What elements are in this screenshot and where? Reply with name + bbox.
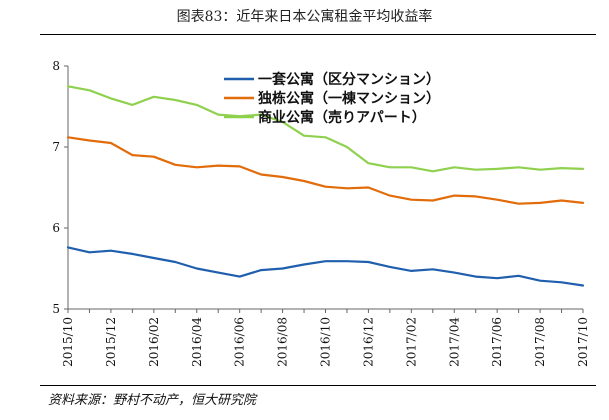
x-tick-label: 2016/12 — [361, 317, 375, 367]
legend-label-2: 独栋公寓（一棟マンション） — [258, 90, 440, 107]
x-tick-label: 2017/06 — [490, 317, 504, 367]
chart-series — [66, 85, 585, 287]
legend-label-1: 一套公寓（区分マンション） — [258, 71, 440, 88]
series-line-2 — [66, 136, 585, 205]
legend-label-3: 商业公寓（売りアパート） — [258, 109, 426, 126]
top-rule — [40, 34, 596, 35]
source-note: 资料来源：野村不动产，恒大研究院 — [48, 393, 257, 408]
series-line-1 — [66, 246, 585, 287]
x-tick-label: 2016/02 — [147, 317, 161, 367]
x-tick-label: 2017/04 — [447, 317, 461, 367]
chart-axes: 5 6 7 8 2015/10 2015/12 2016/02 2016/04 2016/06 2… — [52, 59, 590, 367]
series-line-3 — [66, 85, 585, 173]
y-tick-label: 6 — [52, 221, 60, 235]
chart-legend: 一套公寓（区分マンション） 独栋公寓（一棟マンション） 商业公寓（売りアパート） — [224, 71, 440, 126]
bottom-rule — [40, 385, 596, 386]
y-tick-label: 8 — [52, 59, 60, 73]
x-tick-label: 2015/12 — [104, 317, 118, 367]
y-tick-label: 5 — [52, 302, 60, 316]
x-tick-label: 2016/06 — [233, 317, 247, 367]
x-tick-label: 2016/04 — [190, 317, 204, 367]
chart-title: 图表83：近年来日本公寓租金平均收益率 — [176, 9, 433, 25]
y-tick-label: 7 — [52, 140, 60, 154]
x-tick-label: 2017/08 — [533, 317, 547, 367]
x-tick-label: 2015/10 — [61, 317, 75, 367]
x-tick-label: 2016/08 — [276, 317, 290, 367]
x-tick-label: 2017/02 — [404, 317, 418, 367]
x-tick-label: 2017/10 — [576, 317, 590, 367]
x-tick-label: 2016/10 — [319, 317, 333, 367]
